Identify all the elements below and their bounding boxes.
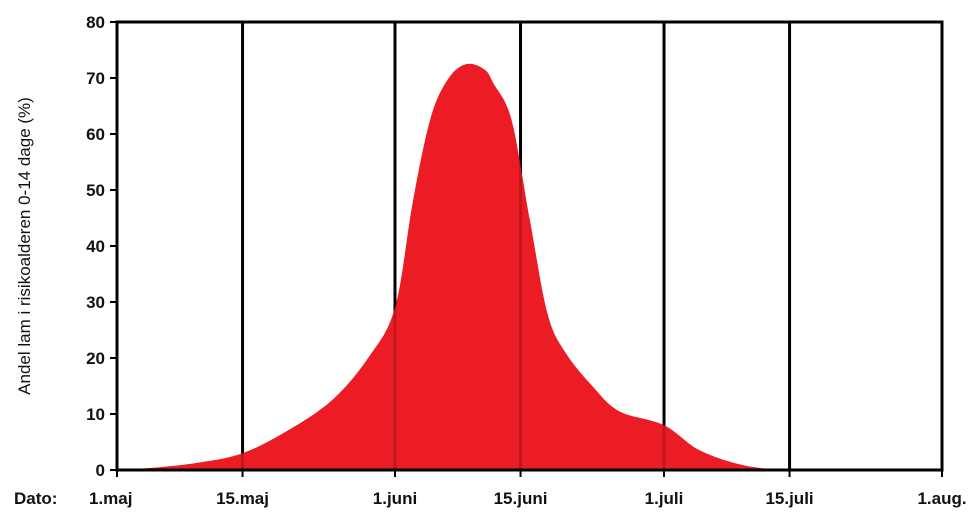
y-tick-label: 50 [86, 181, 105, 200]
y-tick-label: 80 [86, 13, 105, 32]
x-tick-label: 1.aug. [917, 489, 966, 508]
area-series [117, 63, 942, 470]
x-tick-labels: 1.maj 15.maj 1.juni 15.juni 1.juli 15.juli 1.a… [89, 470, 967, 508]
area-fill [117, 63, 942, 470]
y-tick-label: 60 [86, 125, 105, 144]
y-axis-label: Andel lam i risikoalderen 0-14 dage (%) [15, 97, 34, 395]
x-tick-label: 15.juli [765, 489, 813, 508]
y-tick-labels: 0 10 20 30 40 50 60 70 80 [86, 13, 117, 480]
x-tick-label: 1.juni [373, 489, 417, 508]
x-axis-label: Dato: [14, 489, 57, 508]
x-tick-label: 15.maj [216, 489, 269, 508]
x-tick-label: 1.juli [645, 489, 684, 508]
y-tick-label: 20 [86, 349, 105, 368]
vertical-gridlines-over-area [241, 22, 792, 470]
y-tick-label: 0 [96, 461, 105, 480]
y-tick-label: 70 [86, 69, 105, 88]
x-tick-label: 1.maj [89, 489, 132, 508]
y-tick-label: 30 [86, 293, 105, 312]
x-tick-label: 15.juni [494, 489, 548, 508]
y-tick-label: 40 [86, 237, 105, 256]
y-tick-label: 10 [86, 405, 105, 424]
